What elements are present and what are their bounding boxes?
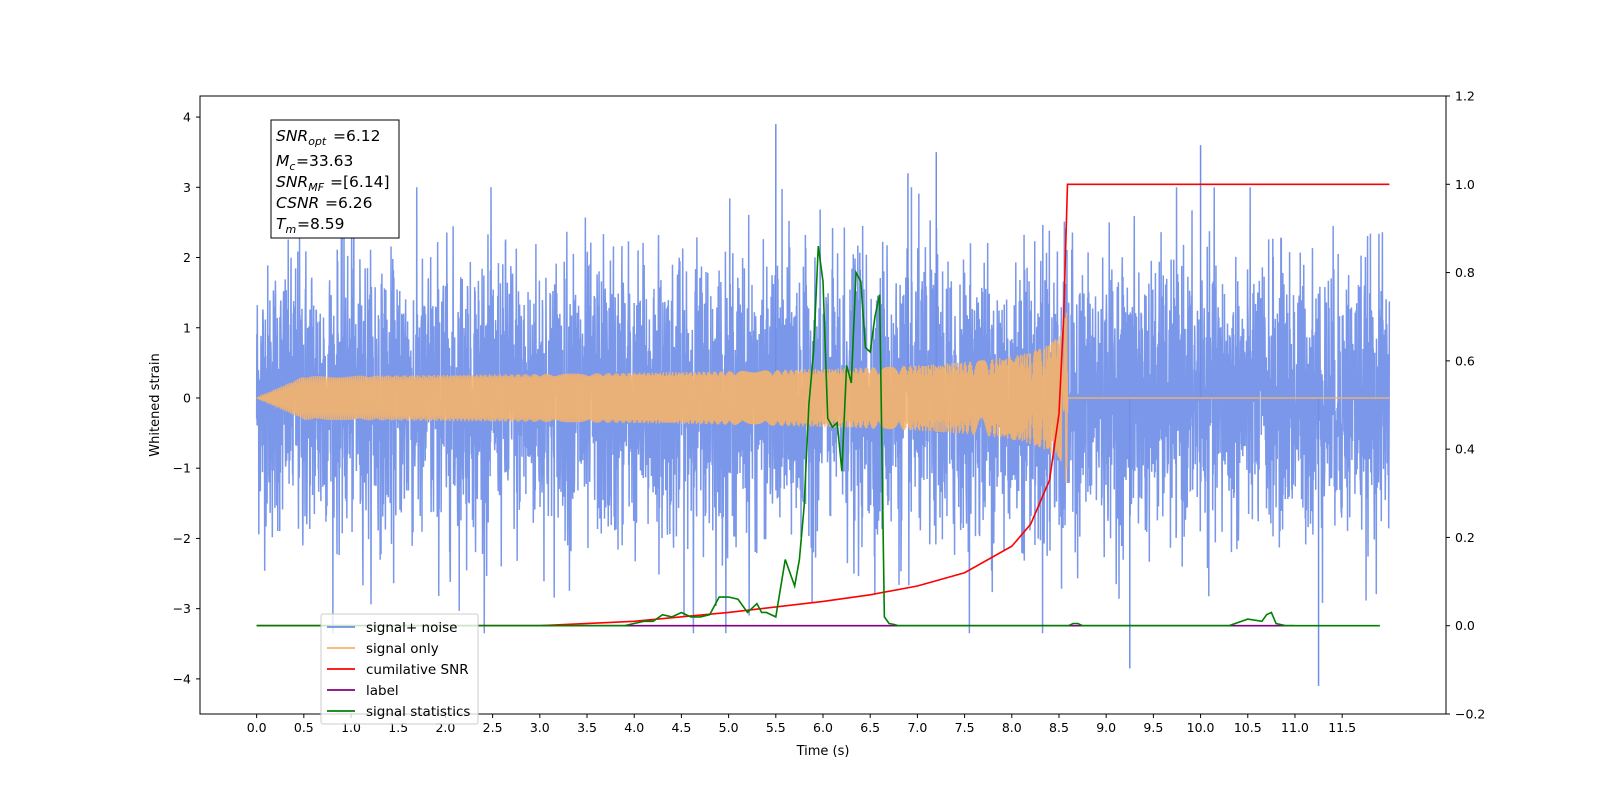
annotation-csnr-label: CSNR xyxy=(276,194,319,212)
y2-tick-label: 1.0 xyxy=(1455,177,1475,192)
x-tick-label: 11.5 xyxy=(1328,720,1356,735)
y-tick-label: 0 xyxy=(183,390,191,405)
series-signal-statistics-line xyxy=(256,245,1380,627)
annotation-csnr-value: =6.26 xyxy=(325,194,373,212)
x-tick-label: 10.0 xyxy=(1187,720,1215,735)
y-tick-label: 1 xyxy=(183,320,191,335)
x-tick-label: 10.5 xyxy=(1234,720,1262,735)
legend-frame xyxy=(320,613,479,725)
y-tick-label: −2 xyxy=(173,531,191,546)
y-tick-label: −3 xyxy=(173,601,191,616)
y-tick-label: −1 xyxy=(173,461,191,476)
y-tick-label: 3 xyxy=(183,180,191,195)
x-tick-label: 7.0 xyxy=(907,720,927,735)
legend-label: signal statistics xyxy=(366,704,470,720)
y2-tick-label: −0.2 xyxy=(1455,707,1485,722)
legend: signal+ noise signal only cumilative SNR la… xyxy=(320,613,479,725)
y2-tick-label: 1.2 xyxy=(1455,89,1475,104)
y2-tick-label: 0.4 xyxy=(1455,442,1475,457)
annotation-snr-mf-value: =[6.14] xyxy=(330,173,390,191)
y-tick-label: 4 xyxy=(183,110,191,125)
annotation-tm-value: =8.59 xyxy=(297,215,345,233)
y-axis-label: Whitened strain xyxy=(148,353,163,456)
x-tick-label: 2.5 xyxy=(483,720,503,735)
legend-label: signal only xyxy=(366,641,439,657)
x-tick-label: 11.0 xyxy=(1281,720,1309,735)
x-tick-label: 4.0 xyxy=(624,720,644,735)
y2-tick-label: 0.0 xyxy=(1455,618,1475,633)
legend-label: signal+ noise xyxy=(366,620,457,636)
x-tick-label: 3.5 xyxy=(577,720,597,735)
y-axis-ticks: 4 3 2 1 0 −1 −2 −3 −4 xyxy=(173,110,200,686)
x-tick-label: 3.0 xyxy=(530,720,550,735)
x-tick-label: 8.5 xyxy=(1049,720,1069,735)
annotation-box: SNRopt =6.12 Mc =33.63 SNRMF =[6.14] CSN… xyxy=(270,119,400,239)
x-tick-label: 5.5 xyxy=(766,720,786,735)
y2-tick-label: 0.6 xyxy=(1455,353,1475,368)
y-tick-label: 2 xyxy=(183,250,191,265)
series-cumulative-snr-line xyxy=(256,183,1390,627)
x-tick-label: 6.0 xyxy=(813,720,833,735)
x-tick-label: 0.5 xyxy=(294,720,314,735)
x-axis-label: Time (s) xyxy=(796,744,850,759)
y2-tick-label: 0.2 xyxy=(1455,530,1475,545)
x-tick-label: 9.0 xyxy=(1096,720,1116,735)
x-tick-label: 9.5 xyxy=(1143,720,1163,735)
x-tick-label: 6.5 xyxy=(860,720,880,735)
legend-items: signal+ noise signal only cumilative SNR la… xyxy=(327,620,470,720)
x-tick-label: 7.5 xyxy=(955,720,975,735)
legend-label: label xyxy=(366,683,399,699)
series-signal-only-line xyxy=(256,312,1390,483)
annotation-frame xyxy=(270,119,400,239)
plot-area xyxy=(255,124,1391,686)
annotation-mc-value: =33.63 xyxy=(296,152,353,170)
legend-label: cumilative SNR xyxy=(366,662,469,678)
x-tick-label: 5.0 xyxy=(719,720,739,735)
y2-axis-ticks: 1.2 1.0 0.8 0.6 0.4 0.2 0.0 −0.2 xyxy=(1446,89,1485,722)
x-tick-label: 8.0 xyxy=(1002,720,1022,735)
x-tick-label: 0.0 xyxy=(247,720,267,735)
y2-tick-label: 0.8 xyxy=(1455,265,1475,280)
y-tick-label: −4 xyxy=(173,671,191,686)
x-tick-label: 4.5 xyxy=(671,720,691,735)
annotation-snr-opt-value: =6.12 xyxy=(333,127,381,145)
